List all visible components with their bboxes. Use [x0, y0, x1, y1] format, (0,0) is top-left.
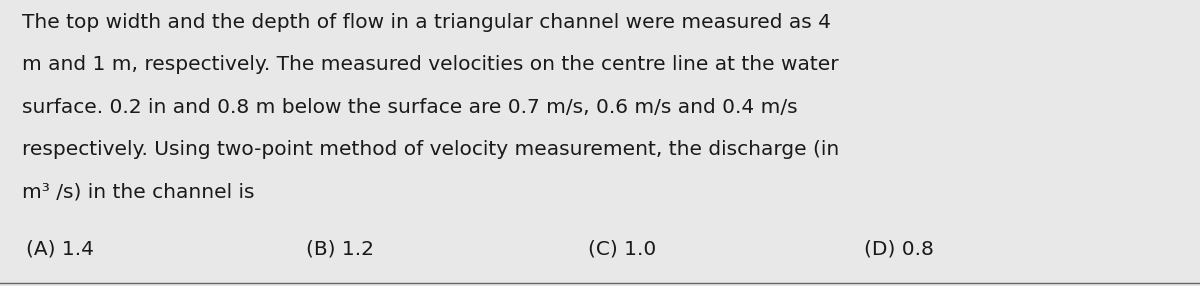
Text: (A) 1.4: (A) 1.4	[26, 240, 95, 259]
Text: (C) 1.0: (C) 1.0	[588, 240, 656, 259]
Text: respectively. Using two-point method of velocity measurement, the discharge (in: respectively. Using two-point method of …	[22, 140, 839, 159]
Text: surface. 0.2 in and 0.8 m below the surface are 0.7 m/s, 0.6 m/s and 0.4 m/s: surface. 0.2 in and 0.8 m below the surf…	[22, 98, 797, 116]
Text: (D) 0.8: (D) 0.8	[864, 240, 934, 259]
Text: (B) 1.2: (B) 1.2	[306, 240, 374, 259]
Text: m and 1 m, respectively. The measured velocities on the centre line at the water: m and 1 m, respectively. The measured ve…	[22, 55, 839, 74]
Text: m³ /s) in the channel is: m³ /s) in the channel is	[22, 182, 254, 201]
Text: The top width and the depth of flow in a triangular channel were measured as 4: The top width and the depth of flow in a…	[22, 13, 830, 32]
